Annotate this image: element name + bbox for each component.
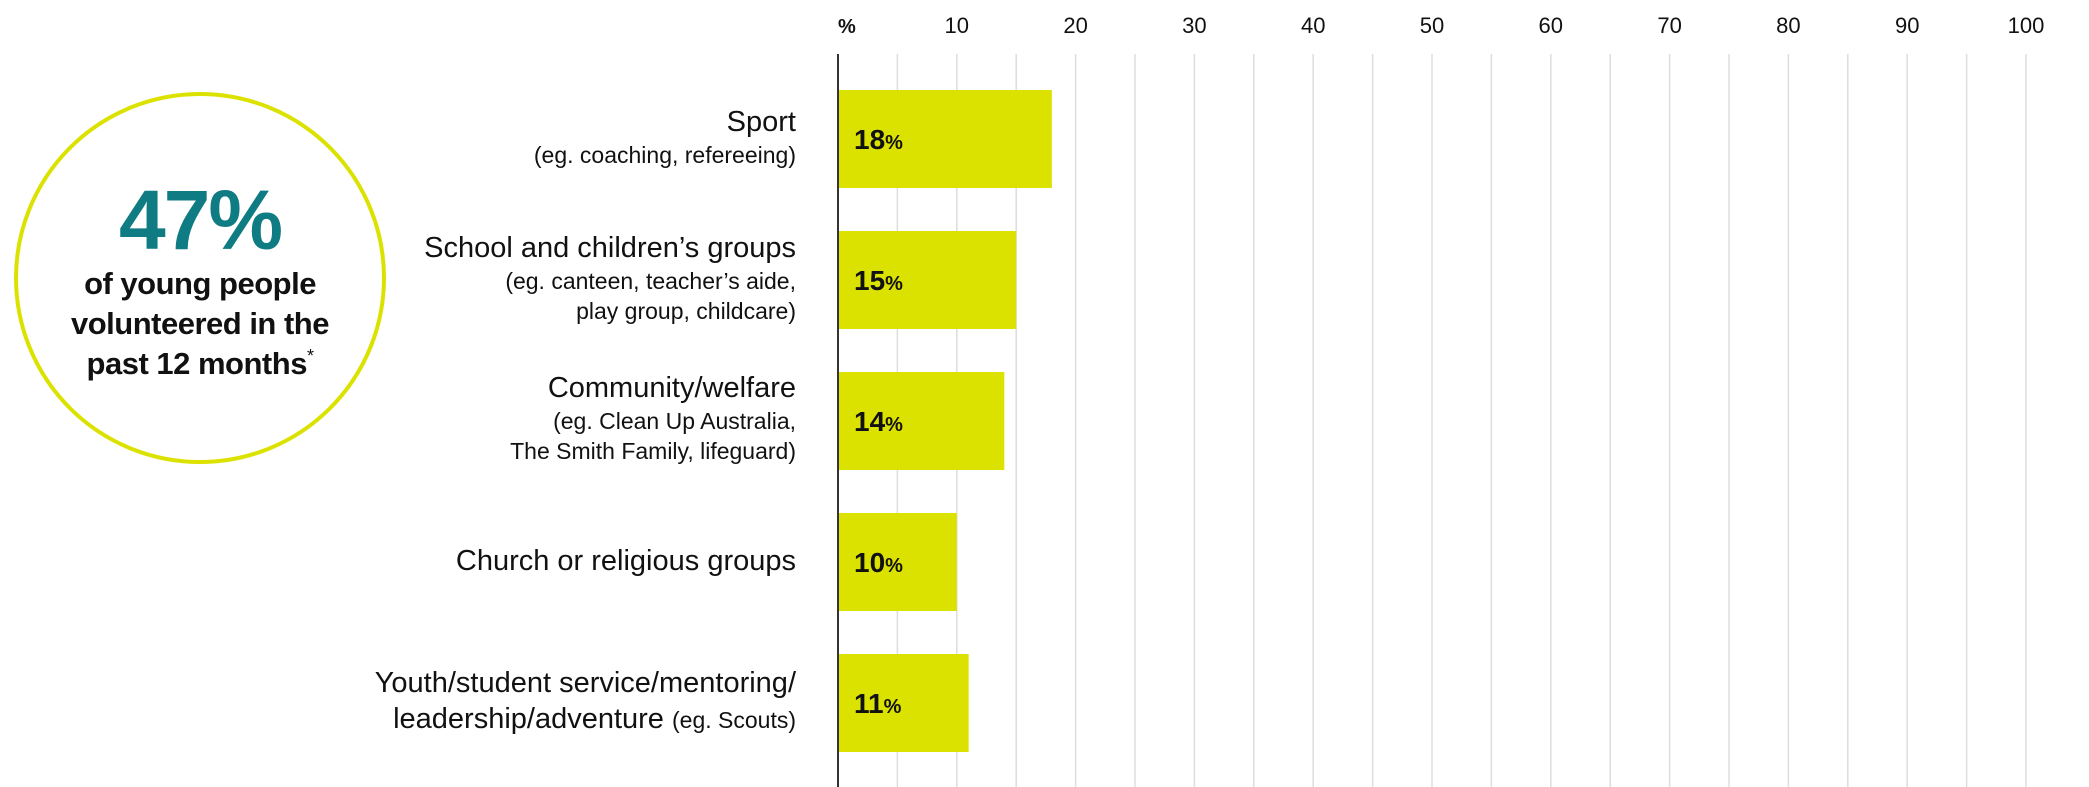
x-tick-label: 70 xyxy=(1657,13,1681,38)
category-example-line-2: play group, childcare) xyxy=(576,298,796,324)
x-tick-label: 10 xyxy=(945,13,969,38)
category-label-sport: Sport (eg. coaching, refereeing) xyxy=(236,104,796,170)
category-name: Church or religious groups xyxy=(455,545,796,577)
category-example-line-1: (eg. canteen, teacher’s aide, xyxy=(505,268,796,294)
category-label-church: Church or religious groups xyxy=(236,543,796,579)
category-label-community: Community/welfare (eg. Clean Up Australi… xyxy=(236,370,796,466)
category-example: (eg. coaching, refereeing) xyxy=(533,142,796,168)
category-example: (eg. Scouts) xyxy=(672,707,796,733)
bar-value-suffix: % xyxy=(885,555,903,577)
x-tick-label: 20 xyxy=(1063,13,1087,38)
category-label-school: School and children’s groups (eg. cantee… xyxy=(236,230,796,326)
summary-badge: 47% of young people volunteered in the p… xyxy=(14,92,386,464)
badge-caption-line-2: volunteered in the xyxy=(71,306,329,341)
bar-value-suffix: % xyxy=(885,132,903,154)
bar xyxy=(838,90,1052,188)
bar xyxy=(838,513,957,611)
category-name: School and children’s groups xyxy=(424,232,796,264)
footnote-mark: * xyxy=(306,346,314,366)
category-example-line-2: The Smith Family, lifeguard) xyxy=(510,438,796,464)
category-example-line-1: (eg. Clean Up Australia, xyxy=(553,408,796,434)
category-name: Sport xyxy=(726,106,796,138)
bar xyxy=(838,654,969,752)
badge-caption-line-1: of young people xyxy=(84,266,316,301)
x-tick-label: 40 xyxy=(1301,13,1325,38)
badge-caption-line-3: past 12 months xyxy=(86,346,308,381)
x-tick-label: 100 xyxy=(2008,13,2045,38)
bar-value-suffix: % xyxy=(885,414,903,436)
category-label-youth: Youth/student service/mentoring/ leaders… xyxy=(236,665,796,738)
axis-unit-label: % xyxy=(838,16,856,38)
category-name-line-1: Youth/student service/mentoring/ xyxy=(374,667,796,699)
category-name-line-2-text: leadership/adventure xyxy=(393,703,664,735)
x-tick-label: 80 xyxy=(1776,13,1800,38)
bar xyxy=(838,372,1005,470)
badge-caption: of young people volunteered in the past … xyxy=(38,264,362,384)
bar-value-label: 11% xyxy=(854,688,902,719)
x-tick-label: 60 xyxy=(1539,13,1563,38)
x-tick-label: 50 xyxy=(1420,13,1444,38)
category-name-line-2: leadership/adventure (eg. Scouts) xyxy=(236,701,796,738)
category-name: Community/welfare xyxy=(547,372,796,404)
badge-value: 47% xyxy=(118,173,283,267)
x-tick-label: 30 xyxy=(1182,13,1206,38)
bar-value-suffix: % xyxy=(884,696,902,718)
bar xyxy=(838,231,1017,329)
x-tick-label: 90 xyxy=(1895,13,1919,38)
bar-value-suffix: % xyxy=(885,273,903,295)
